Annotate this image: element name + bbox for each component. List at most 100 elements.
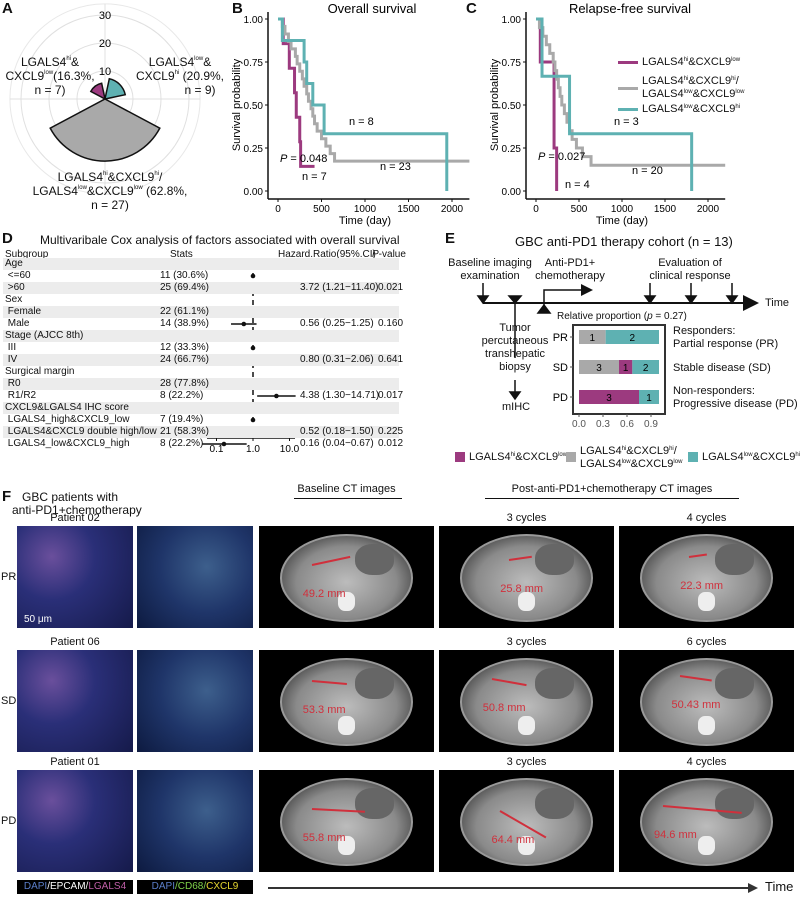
bent-arrow-icon <box>543 284 593 305</box>
stomach-region <box>715 788 754 819</box>
tumor-size-label: 22.3 mm <box>680 580 724 592</box>
baseline-ct-header: Baseline CT images <box>297 483 396 495</box>
stats-cell: 11 (30.6%) <box>160 270 209 281</box>
table-row: Age <box>3 258 399 270</box>
y-tick-label: 1.00 <box>502 15 522 26</box>
category-label: SD <box>553 362 568 374</box>
subgroup-cell: III <box>5 342 17 353</box>
table-row: IV 24 (66.7%) 0.80 (0.31−2.06) 0.641 <box>3 354 403 366</box>
tumor-size-label: 53.3 mm <box>302 704 346 716</box>
divider <box>294 498 402 499</box>
x-tick-label: 1.0 <box>246 444 260 455</box>
cycle-label: 3 cycles <box>506 756 547 768</box>
spine-region <box>517 716 536 735</box>
chart-title: Overall survival <box>328 1 417 16</box>
bar-segment-mixed <box>579 330 606 344</box>
ct-image: 50.8 mm <box>439 650 614 752</box>
subgroup-cell: LGALS4_high&CXCL9_low <box>5 414 130 425</box>
x-tick-label: 0.9 <box>644 419 658 430</box>
cycle-label: 4 cycles <box>686 756 727 768</box>
y-tick-label: 0.75 <box>502 58 522 69</box>
subgroup-cell: Sex <box>5 294 23 305</box>
time-label: Time <box>765 297 790 309</box>
legend-mixed: LGALS4hi&CXCL9hi/LGALS4low&CXCL9low <box>566 445 682 471</box>
proportion-title: Relative proportion (p = 0.27) <box>557 311 687 322</box>
km-curve <box>536 17 726 167</box>
table-row: <=60 11 (30.6%) <box>3 270 399 282</box>
spine-region <box>337 836 356 855</box>
subgroup-cell: Age <box>5 258 23 269</box>
legend-low-hi: LGALS4low&CXCL9hi <box>688 451 800 464</box>
subgroup-cell: Female <box>5 306 42 317</box>
subgroup-cell: LGALS4_low&CXCL9_high <box>5 438 130 449</box>
panel-label-a: A <box>2 0 13 17</box>
if-image-epcam-lgals4 <box>17 770 133 872</box>
table-row: LGALS4&CXCL9 double high/low 21 (58.3%) 0.… <box>3 426 403 438</box>
n-label: n = 3 <box>614 116 639 128</box>
km-curve <box>278 17 449 191</box>
post-ct-header: Post-anti-PD1+chemotherapy CT images <box>511 483 713 495</box>
tumor-size-label: 49.2 mm <box>302 588 346 600</box>
tumor-size-label: 94.6 mm <box>654 829 697 841</box>
y-tick-label: 0.50 <box>502 101 522 112</box>
responders-label: Responders: Partial response (PR) <box>673 325 779 350</box>
x-tick-label: 1000 <box>354 204 377 215</box>
bar-segment-hi_low <box>579 390 639 404</box>
table-row: Stage (AJCC 8th) <box>3 330 399 342</box>
subgroup-cell: R1/R2 <box>5 390 37 401</box>
legend-item-low-hi: LGALS4low&CXCL9hi <box>618 103 744 116</box>
p-cell: 0.641 <box>378 354 404 365</box>
label-low-hi: LGALS4low& CXCL9hi (20.9%, n = 9) <box>135 55 225 97</box>
bar-segment-low_hi <box>632 360 659 374</box>
stats-cell: 12 (33.3%) <box>160 342 209 353</box>
proportion-frame <box>572 324 666 415</box>
x-tick-label: 0.3 <box>596 419 610 430</box>
table-row: III 12 (33.3%) <box>3 342 399 354</box>
subgroup-cell: IV <box>5 354 18 365</box>
spine-region <box>337 716 356 735</box>
subgroup-cell: R0 <box>5 378 21 389</box>
stain-legend-2: DAPI/CD68/CXCL9 <box>137 880 253 894</box>
table-row: CXCL9&LGALS4 IHC score <box>3 402 399 414</box>
tumor-size-label: 50.8 mm <box>482 702 526 714</box>
bar-segment-mixed <box>579 360 619 374</box>
cycle-label: 6 cycles <box>686 636 727 648</box>
patient-label: Patient 02 <box>50 512 100 524</box>
panel-label-e: E <box>445 230 456 247</box>
ct-image: 50.43 mm <box>619 650 794 752</box>
triangle-down-icon <box>507 295 523 305</box>
bar-value-label: 1 <box>646 393 652 404</box>
y-axis-label: Survival probability <box>489 58 501 151</box>
stomach-region <box>355 788 394 819</box>
hr-point <box>241 321 247 327</box>
table-row: Sex <box>3 294 399 306</box>
y-axis-label: Survival probability <box>231 58 243 151</box>
x-tick-label: 2000 <box>441 204 464 215</box>
tumor-size-label: 25.8 mm <box>500 583 544 595</box>
km-curve <box>278 17 315 168</box>
bar-segment-low_hi <box>605 330 659 344</box>
if-image-cd68-cxcl9 <box>137 526 253 628</box>
y-tick-label: 0.00 <box>502 187 522 198</box>
col-p: P-value <box>372 249 406 260</box>
y-tick-label: 0.00 <box>244 187 264 198</box>
category-label: PD <box>553 392 568 404</box>
bar-value-label: 2 <box>630 333 636 344</box>
panel-label-d: D <box>2 230 13 247</box>
col-subgroup: Subgroup <box>5 249 49 260</box>
stomach-region <box>715 668 754 699</box>
p-value: P = 0.048 <box>280 153 327 165</box>
spine-region <box>697 592 716 611</box>
p-cell: 0.017 <box>378 390 404 401</box>
stomach-region <box>535 544 574 575</box>
timeline-and-bars: PR 1 2 SD 3 1 2 PD 3 1 0.0 0.3 0.6 0.9 <box>476 283 759 430</box>
table-row: Female 22 (61.1%) <box>3 306 399 318</box>
panel-label-b: B <box>232 0 243 17</box>
bar-value-label: 3 <box>606 393 612 404</box>
hr-cell: 0.80 (0.31−2.06) <box>300 354 374 365</box>
hr-cell: 0.16 (0.04−0.67) <box>300 438 374 449</box>
response-label: PD <box>1 815 17 827</box>
wedge-hi-low <box>89 82 107 101</box>
stomach-region <box>535 668 574 699</box>
